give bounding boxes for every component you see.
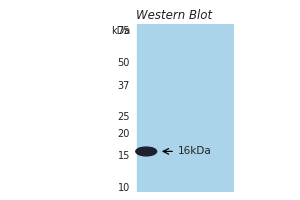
Text: 25: 25 (118, 112, 130, 122)
Text: 20: 20 (118, 129, 130, 139)
Text: 50: 50 (118, 58, 130, 68)
Text: Western Blot: Western Blot (136, 9, 212, 22)
Bar (137, 24, 234, 192)
Text: 16kDa: 16kDa (177, 146, 211, 156)
Ellipse shape (136, 147, 157, 156)
Text: 75: 75 (118, 26, 130, 36)
Text: 15: 15 (118, 151, 130, 161)
Text: 37: 37 (118, 81, 130, 91)
Text: 10: 10 (118, 183, 130, 193)
Text: kDa: kDa (111, 26, 130, 36)
